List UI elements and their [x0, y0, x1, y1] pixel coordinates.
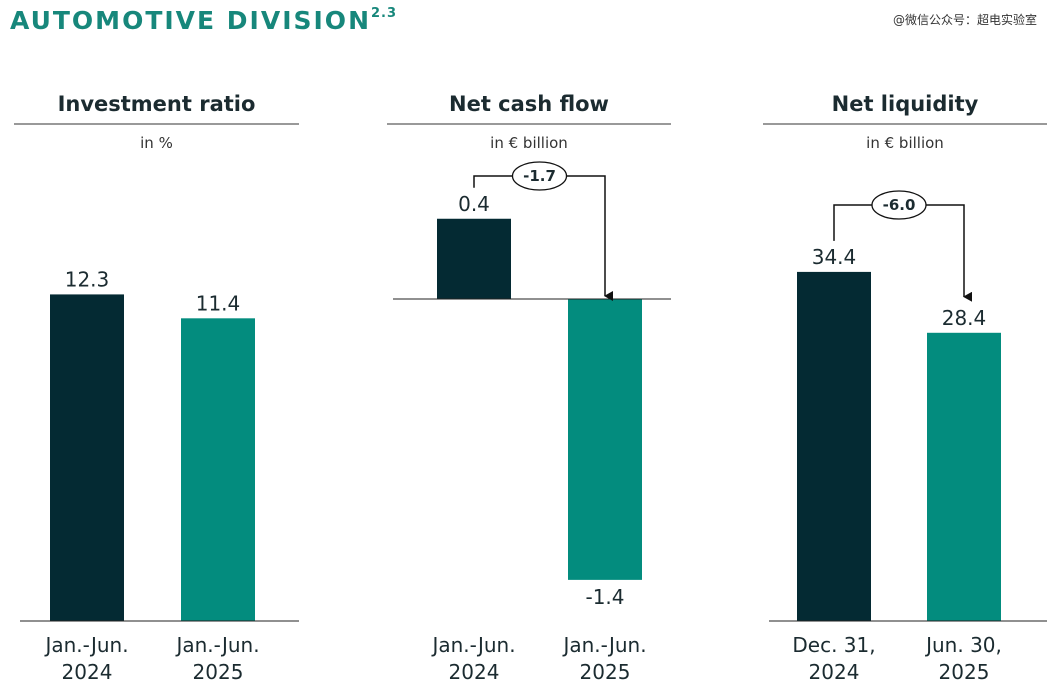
page-title: AUTOMOTIVE DIVISION2.3 — [10, 6, 397, 35]
data-label: 0.4 — [458, 192, 490, 216]
bar — [181, 318, 255, 621]
bar — [568, 299, 642, 580]
panel-unit-label: in € billion — [490, 134, 568, 152]
panel-title: Investment ratio — [58, 92, 256, 116]
x-tick-label: Jan.-Jun. — [561, 633, 646, 657]
title-superscript: 2.3 — [371, 6, 398, 21]
change-bubble — [511, 161, 568, 191]
change-value: -1.7 — [523, 167, 556, 185]
bar — [437, 218, 511, 299]
bar — [927, 332, 1001, 621]
watermark: @微信公众号：超电实验室 — [892, 13, 1037, 27]
change-bubble — [871, 190, 927, 220]
x-tick-label: 2025 — [193, 660, 244, 684]
change-value: -6.0 — [883, 196, 916, 214]
x-tick-label: Dec. 31, — [792, 633, 875, 657]
x-tick-label: Jan.-Jun. — [174, 633, 259, 657]
x-tick-label: 2025 — [580, 660, 631, 684]
x-tick-label: Jun. 30, — [924, 633, 1002, 657]
x-tick-label: Jan.-Jun. — [430, 633, 515, 657]
x-tick-label: 2025 — [939, 660, 990, 684]
data-label: -1.4 — [585, 585, 624, 609]
panel-title: Net liquidity — [832, 92, 979, 116]
data-label: 28.4 — [942, 306, 987, 330]
x-tick-label: 2024 — [62, 660, 113, 684]
bar — [797, 271, 871, 621]
data-label: 34.4 — [812, 245, 857, 269]
panel-unit-label: in € billion — [866, 134, 944, 152]
data-label: 11.4 — [196, 291, 241, 315]
data-label: 12.3 — [65, 267, 110, 291]
panel-unit-label: in % — [140, 134, 173, 152]
bar — [50, 294, 124, 621]
x-tick-label: 2024 — [449, 660, 500, 684]
page-title-text: AUTOMOTIVE DIVISION — [10, 6, 371, 35]
panel-title: Net cash flow — [449, 92, 609, 116]
x-tick-label: Jan.-Jun. — [43, 633, 128, 657]
x-tick-label: 2024 — [809, 660, 860, 684]
